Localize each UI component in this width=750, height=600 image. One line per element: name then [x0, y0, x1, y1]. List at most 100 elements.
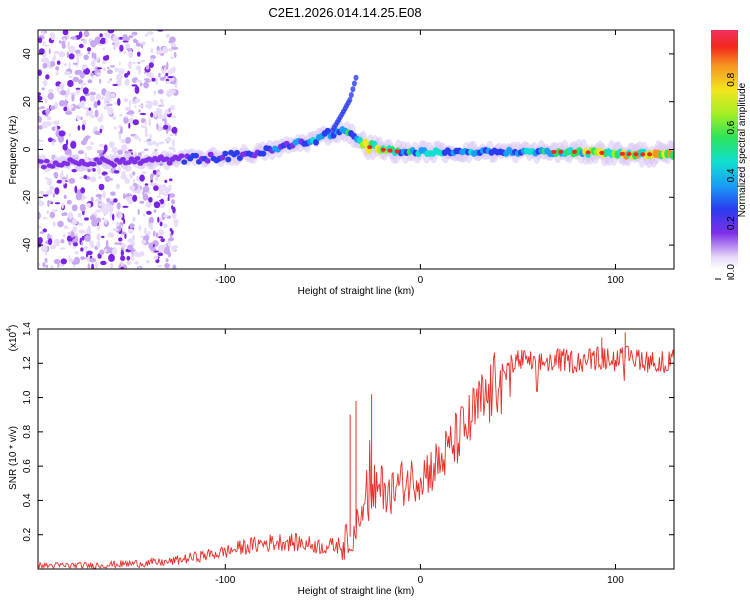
noise-blob	[123, 50, 126, 55]
noise-blob	[171, 211, 177, 220]
noise-blob	[163, 223, 168, 229]
noise-blob	[119, 113, 123, 117]
noise-blob	[83, 136, 89, 141]
noise-blob	[66, 235, 72, 242]
snr-ytick-label: 1.4	[22, 322, 33, 336]
noise-blob	[77, 150, 85, 155]
noise-blob	[53, 171, 59, 178]
noise-blob	[165, 258, 169, 263]
noise-blob	[162, 214, 169, 218]
noise-blob	[80, 116, 83, 121]
noise-blob	[66, 199, 72, 205]
noise-blob	[68, 53, 75, 60]
noise-blob	[110, 93, 116, 98]
noise-blob	[126, 260, 132, 266]
noise-blob	[169, 193, 176, 198]
noise-blob	[54, 187, 60, 195]
noise-blob	[113, 126, 117, 130]
ridge-peak	[585, 150, 591, 155]
noise-blob	[71, 94, 75, 102]
figure-title: C2E1.2026.014.14.25.E08	[268, 5, 421, 20]
noise-blob	[157, 89, 164, 95]
noise-blob	[89, 176, 97, 183]
noise-blob	[156, 195, 162, 198]
noise-blob	[101, 37, 106, 42]
noise-blob	[137, 61, 141, 64]
noise-blob	[132, 178, 135, 184]
noise-blob	[99, 249, 105, 256]
noise-blob	[87, 225, 91, 234]
noise-blob	[128, 35, 134, 39]
noise-blob	[100, 113, 104, 121]
noise-blob	[120, 255, 126, 261]
noise-blob	[112, 213, 115, 221]
noise-blob	[38, 92, 41, 96]
noise-blob	[47, 89, 54, 93]
noise-blob	[132, 251, 139, 256]
noise-blob	[162, 186, 167, 191]
noise-blob	[38, 225, 42, 229]
snr-frame	[37, 328, 675, 570]
noise-blob	[70, 230, 75, 238]
noise-blob	[46, 178, 53, 186]
noise-blob	[127, 228, 134, 234]
noise-blob	[147, 230, 151, 237]
noise-blob	[43, 57, 49, 64]
noise-blob	[165, 33, 170, 38]
noise-blob	[121, 144, 128, 152]
noise-blob	[81, 124, 86, 131]
noise-blob	[42, 62, 48, 69]
noise-blob	[171, 205, 174, 210]
noise-blob	[126, 48, 133, 51]
noise-blob	[141, 171, 147, 175]
noise-blob	[84, 217, 89, 221]
noise-blob	[141, 239, 147, 245]
noise-blob	[81, 38, 85, 41]
noise-blob	[151, 37, 155, 42]
noise-blob	[77, 212, 82, 218]
noise-blob	[68, 45, 76, 53]
noise-blob	[73, 256, 81, 265]
noise-blob	[168, 184, 172, 187]
noise-blob	[96, 149, 104, 154]
noise-blob	[38, 95, 43, 101]
noise-blob	[124, 73, 129, 78]
snr-scale-label: (x104)	[6, 325, 19, 352]
noise-blob	[167, 76, 174, 79]
noise-blob	[142, 213, 146, 217]
noise-blob	[38, 190, 45, 195]
noise-blob	[64, 225, 69, 230]
noise-blob	[144, 183, 149, 186]
noise-blob	[163, 202, 166, 206]
branch-cell	[348, 92, 354, 98]
noise-blob	[150, 48, 154, 54]
spec-ytick-label: 0	[22, 146, 33, 152]
noise-blob	[133, 135, 140, 140]
noise-blob	[68, 61, 71, 70]
noise-blob	[73, 233, 79, 236]
noise-blob	[45, 121, 53, 127]
noise-blob	[99, 128, 103, 134]
noise-blob	[112, 35, 119, 44]
noise-blob	[100, 260, 107, 266]
noise-blob	[49, 245, 57, 250]
noise-blob	[146, 260, 150, 264]
noise-blob	[80, 241, 84, 246]
noise-blob	[168, 178, 173, 182]
noise-blob	[102, 60, 107, 65]
noise-blob	[94, 109, 99, 118]
noise-blob	[78, 222, 84, 226]
noise-blob	[147, 141, 153, 146]
noise-blob	[96, 240, 101, 249]
noise-blob	[83, 67, 91, 75]
noise-blob	[169, 133, 175, 137]
noise-blob	[134, 105, 137, 109]
branch-cell	[351, 80, 357, 87]
noise-blob	[117, 149, 123, 155]
noise-blob	[137, 208, 140, 215]
snr-xtick-label: 100	[607, 575, 624, 586]
ridge-cell	[49, 164, 56, 169]
noise-blob	[79, 72, 85, 79]
noise-blob	[94, 198, 102, 202]
noise-blob	[70, 36, 77, 40]
